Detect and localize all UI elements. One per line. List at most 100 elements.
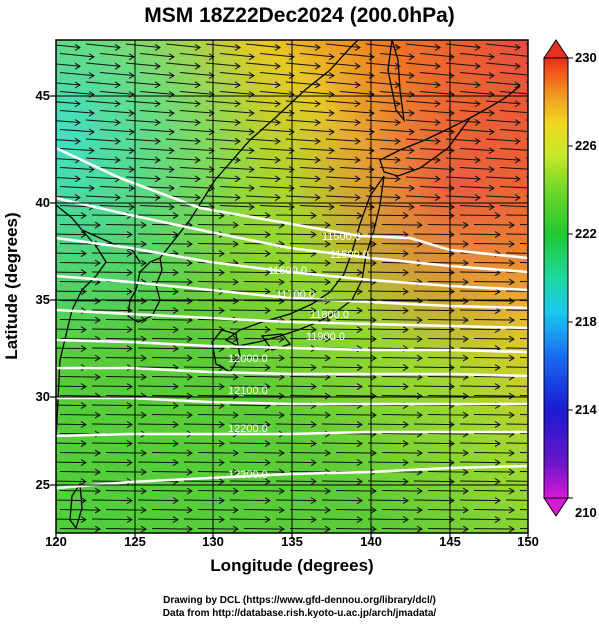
wind-arrow [459, 383, 501, 391]
contour-label: 11800.0 [310, 309, 349, 321]
wind-arrow [459, 364, 501, 372]
wind-arrow [105, 449, 147, 457]
wind-arrow [325, 43, 361, 51]
x-tick-label: 120 [45, 534, 67, 549]
wind-arrow [473, 487, 515, 495]
wind-arrow [99, 109, 135, 117]
wind-arrow [379, 128, 415, 136]
wind-arrow [485, 156, 521, 164]
wind-arrow [445, 194, 481, 202]
contour-label-group: 11500.0 11500.0 11600.0 11700.0 11800.0 … [228, 231, 369, 481]
wind-arrow [275, 231, 317, 239]
wind-arrow [151, 373, 193, 381]
wind-arrow [137, 383, 179, 391]
wind-arrow [125, 137, 161, 145]
x-tick-label: 150 [517, 534, 539, 549]
wind-arrow [245, 119, 281, 126]
wind-arrow [427, 297, 469, 305]
wind-arrow [473, 392, 515, 400]
wind-arrow [99, 147, 135, 155]
wind-arrow [197, 468, 239, 476]
wind-arrow [243, 297, 285, 305]
wind-arrow [243, 259, 285, 267]
wind-arrow [379, 203, 415, 211]
contour-label: 12100.0 [228, 385, 268, 397]
wind-arrow [139, 53, 175, 61]
wind-arrow [259, 184, 295, 192]
wind-arrow [245, 43, 281, 51]
wind-arrow [459, 203, 495, 211]
wind-arrow [275, 459, 317, 467]
wind-arrow [219, 147, 255, 155]
wind-arrow [473, 411, 515, 419]
wind-arrow [59, 297, 101, 305]
map-title: MSM 18Z22Dec2024 (200.0hPa) [144, 4, 455, 27]
wind-arrow [427, 468, 469, 476]
wind-arrow [405, 119, 441, 126]
contour-label: 11500.0 [322, 231, 361, 243]
wind-arrow [299, 109, 335, 117]
wind-arrow [413, 440, 455, 448]
wind-arrow [91, 383, 133, 391]
wind-arrow [321, 421, 363, 429]
wind-arrow [139, 203, 175, 211]
wind-arrow [59, 259, 101, 267]
wind-arrow [335, 259, 377, 267]
wind-arrow [413, 459, 455, 467]
wind-arrow [379, 72, 415, 80]
wind-arrow [365, 137, 401, 145]
wind-arrow [335, 354, 377, 362]
wind-arrow [197, 335, 239, 343]
wind-arrow [137, 459, 179, 467]
wind-arrow [139, 72, 175, 80]
wind-arrow [151, 506, 193, 514]
wind-arrow [179, 128, 215, 136]
colorbar-tick-label: 214 [575, 402, 597, 417]
wind-arrow [427, 449, 469, 457]
wind-arrow [205, 194, 241, 202]
wind-arrow [459, 212, 501, 220]
y-tick-label: 35 [35, 292, 50, 307]
wind-arrow [519, 395, 528, 397]
wind-arrow [275, 516, 317, 524]
wind-arrow [56, 478, 87, 486]
wind-arrow [381, 525, 423, 533]
wind-arrow [219, 184, 255, 192]
wind-arrow [229, 497, 271, 505]
wind-arrow [519, 300, 528, 302]
wind-arrow [405, 175, 441, 183]
wind-arrow [413, 231, 455, 239]
wind-arrow [205, 62, 241, 70]
colorbar-bar [543, 57, 569, 499]
wind-arrow [105, 354, 147, 362]
wind-arrow [445, 137, 481, 145]
wind-arrow [405, 194, 441, 202]
wind-arrow [219, 203, 255, 211]
wind-arrow [183, 269, 225, 277]
wind-arrow [59, 468, 101, 476]
credits-drawing: Drawing by DCL (https://www.gfd-dennou.o… [163, 595, 436, 606]
wind-arrow [137, 212, 179, 220]
wind-arrow [381, 354, 423, 362]
credits-data-source: Data from http://database.rish.kyoto-u.a… [162, 608, 437, 619]
wind-arrow [427, 411, 469, 419]
wind-arrow [229, 383, 271, 391]
wind-arrow [367, 326, 409, 334]
wind-arrow [505, 290, 528, 292]
wind-arrow [459, 231, 501, 239]
wind-arrow [427, 240, 469, 248]
wind-arrow [321, 478, 363, 486]
colorbar-max-arrow [543, 39, 569, 59]
wind-arrow [56, 212, 87, 220]
contour-label: 12000.0 [228, 353, 268, 365]
wind-arrow [179, 72, 215, 80]
wind-arrow [519, 509, 528, 511]
wind-arrow [473, 468, 515, 476]
wind-arrow [519, 490, 528, 492]
wind-arrow [335, 335, 377, 343]
wind-arrow [139, 147, 175, 155]
wind-arrow [125, 62, 161, 70]
wind-arrow [245, 175, 281, 183]
wind-arrow [229, 231, 271, 239]
wind-arrow [197, 278, 239, 286]
